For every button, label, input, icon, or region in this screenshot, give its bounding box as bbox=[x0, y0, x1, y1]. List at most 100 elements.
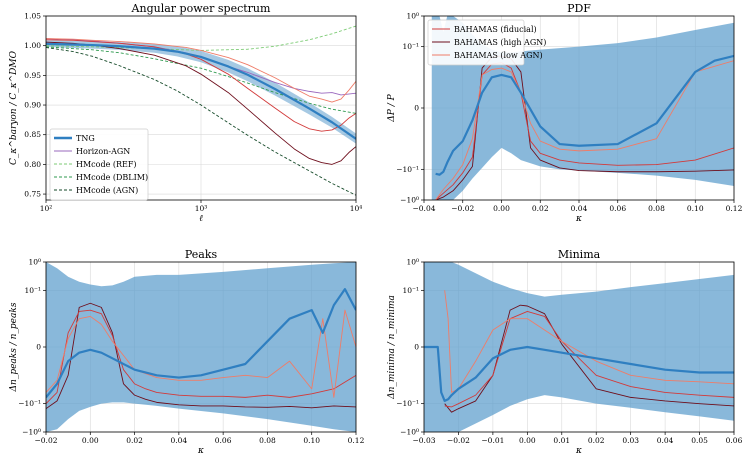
x-tick-label: 0.02 bbox=[126, 436, 143, 445]
chart-title: Peaks bbox=[185, 248, 218, 261]
x-tick-label: 0.08 bbox=[648, 204, 665, 213]
y-axis-label: C_κ^baryon / C_κ^DMO bbox=[9, 50, 19, 165]
x-tick-label: −0.02 bbox=[447, 436, 470, 445]
y-tick-label: −10⁰ bbox=[400, 196, 419, 205]
legend-entry: BAHAMAS (low AGN) bbox=[454, 51, 543, 60]
y-axis-label: ΔP / P bbox=[387, 93, 397, 122]
y-tick-label: 0.90 bbox=[24, 101, 41, 110]
y-tick-label: 1.00 bbox=[24, 41, 41, 50]
series-line-tng bbox=[46, 288, 356, 399]
y-tick-label: 1.05 bbox=[24, 12, 41, 21]
y-tick-label: 0.85 bbox=[24, 130, 41, 139]
x-tick-label: 0.00 bbox=[82, 436, 99, 445]
x-tick-label: 10² bbox=[40, 204, 53, 213]
series-line-bah_low bbox=[46, 38, 356, 103]
legend-entry: HMcode (AGN) bbox=[76, 186, 138, 195]
uncertainty-band bbox=[46, 40, 356, 144]
x-tick-label: 10³ bbox=[195, 204, 208, 213]
x-tick-label: −0.04 bbox=[413, 204, 436, 213]
x-tick-label: 0.04 bbox=[171, 436, 188, 445]
x-axis-label: κ bbox=[575, 214, 582, 224]
x-tick-label: 0.04 bbox=[571, 204, 588, 213]
series-line-bah_low bbox=[444, 290, 734, 393]
series-line-hm_agn bbox=[46, 47, 356, 196]
series-line-hm_dblim bbox=[46, 46, 356, 114]
legend-box bbox=[427, 19, 525, 66]
series-line-tng bbox=[424, 345, 734, 403]
series-line-bah_low bbox=[46, 309, 356, 398]
x-axis-label: κ bbox=[575, 446, 582, 456]
series-line-bah_high bbox=[46, 41, 356, 165]
y-tick-label: 10⁻¹ bbox=[402, 286, 419, 295]
x-tick-label: 10⁴ bbox=[350, 204, 363, 213]
series-line-bah_high bbox=[46, 302, 356, 410]
chart-title: Angular power spectrum bbox=[131, 2, 271, 15]
y-tick-label: 0.80 bbox=[24, 160, 41, 169]
y-tick-label: −10⁰ bbox=[400, 428, 419, 437]
series-line-bah_fid bbox=[46, 309, 356, 404]
x-tick-label: −0.03 bbox=[413, 436, 436, 445]
panel-peaks: −0.02 0.00 0.02 0.04 0.06 0.08 0.10 0.12 −10⁰ −10… bbox=[9, 248, 365, 456]
legend-box bbox=[49, 128, 149, 201]
uncertainty-band bbox=[46, 262, 356, 432]
panel-minima: −0.03 −0.02 −0.01 0.00 0.01 0.02 0.03 0.04 0.05 0… bbox=[387, 248, 743, 456]
x-tick-label: 0.12 bbox=[348, 436, 365, 445]
y-axis-label: Δn_minima / n_minima bbox=[387, 295, 397, 400]
x-tick-label: 0.10 bbox=[687, 204, 704, 213]
series-line-bah_high bbox=[435, 55, 734, 200]
y-tick-label: −10⁰ bbox=[22, 428, 41, 437]
y-tick-label: 10⁰ bbox=[406, 258, 419, 267]
x-tick-label: 0.08 bbox=[259, 436, 276, 445]
y-tick-label: 0 bbox=[36, 343, 41, 352]
series-line-tng bbox=[435, 54, 734, 176]
y-tick-label: −10⁻¹ bbox=[396, 165, 419, 174]
y-tick-label: 10⁻¹ bbox=[24, 286, 41, 295]
x-tick-label: 0.03 bbox=[622, 436, 639, 445]
x-tick-label: 0.02 bbox=[532, 204, 549, 213]
x-tick-label: −0.01 bbox=[481, 436, 504, 445]
panel-pdf: −0.04 −0.02 0.00 0.02 0.04 0.06 0.08 0.10 0.12 −1… bbox=[387, 2, 743, 224]
legend-entry: BAHAMAS (fiducial) bbox=[454, 25, 537, 34]
series-line-bah_high bbox=[444, 304, 734, 413]
legend-entry: HMcode (REF) bbox=[76, 160, 137, 169]
x-tick-label: 0.01 bbox=[553, 436, 570, 445]
y-tick-label: 0 bbox=[414, 104, 419, 113]
x-tick-label: −0.02 bbox=[35, 436, 58, 445]
series-line-bah_fid bbox=[46, 39, 356, 132]
y-tick-label: 10⁰ bbox=[28, 258, 41, 267]
series-line-bah_fid bbox=[444, 310, 734, 408]
x-axis-label: κ bbox=[197, 446, 204, 456]
x-tick-label: 0.00 bbox=[519, 436, 536, 445]
x-tick-label: 0.06 bbox=[609, 204, 626, 213]
x-tick-label: 0.04 bbox=[657, 436, 674, 445]
x-tick-label: 0.02 bbox=[588, 436, 605, 445]
legend-entry: TNG bbox=[76, 134, 95, 143]
uncertainty-band bbox=[424, 262, 734, 432]
y-tick-label: 10⁰ bbox=[406, 12, 419, 21]
y-axis-label: Δn_peaks / n_peaks bbox=[9, 302, 19, 392]
x-tick-label: 0.12 bbox=[726, 204, 743, 213]
x-tick-label: 0.10 bbox=[303, 436, 320, 445]
y-tick-label: −10⁻¹ bbox=[396, 399, 419, 408]
chart-title: Minima bbox=[558, 248, 601, 261]
x-tick-label: 0.00 bbox=[493, 204, 510, 213]
y-tick-label: 0 bbox=[414, 343, 419, 352]
panel-aps: 10² 10³ 10⁴ 0.75 0.80 0.85 0.90 0.95 1.00 1.05 Ang… bbox=[9, 2, 362, 224]
series-line-bah_low bbox=[435, 60, 734, 200]
y-tick-label: 10⁻¹ bbox=[402, 42, 419, 51]
y-tick-label: 0.75 bbox=[24, 190, 41, 199]
legend-entry: Horizon-AGN bbox=[76, 147, 130, 156]
legend-entry: BAHAMAS (high AGN) bbox=[454, 38, 546, 47]
series-line-tng bbox=[46, 42, 356, 140]
x-tick-label: 0.06 bbox=[726, 436, 743, 445]
x-tick-label: −0.02 bbox=[451, 204, 474, 213]
y-tick-label: −10⁻¹ bbox=[18, 399, 41, 408]
x-tick-label: 0.06 bbox=[215, 436, 232, 445]
chart-title: PDF bbox=[567, 2, 591, 15]
legend-entry: HMcode (DBLIM) bbox=[76, 173, 148, 182]
y-tick-label: 0.95 bbox=[24, 71, 41, 80]
series-line-bah_fid bbox=[435, 62, 734, 200]
x-tick-label: 0.05 bbox=[691, 436, 708, 445]
x-axis-label: ℓ bbox=[199, 214, 203, 224]
